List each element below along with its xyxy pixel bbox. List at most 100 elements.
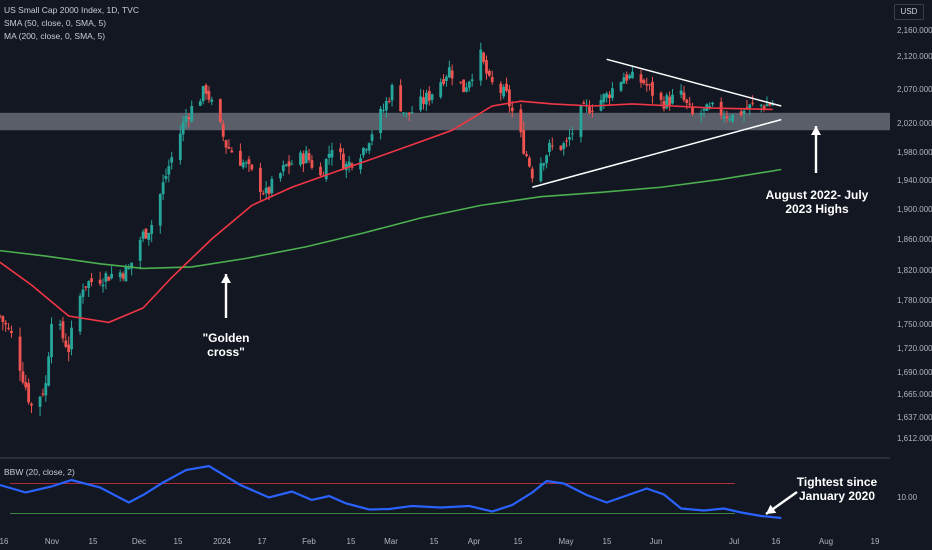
candle: [84, 286, 88, 291]
candle-body: [301, 153, 305, 164]
candle: [387, 97, 391, 104]
candle: [427, 86, 431, 106]
candle-body: [21, 371, 25, 383]
candle: [204, 83, 208, 100]
candle: [487, 69, 491, 77]
candle-body: [424, 92, 428, 105]
candle-body: [390, 84, 394, 101]
candle-body: [507, 89, 511, 107]
candle-body: [639, 74, 643, 83]
candle-body: [419, 96, 423, 111]
candle: [611, 82, 614, 101]
candle: [722, 110, 726, 123]
candle-body: [98, 279, 102, 284]
candle-body: [708, 106, 712, 108]
candle: [250, 163, 254, 172]
candle: [241, 159, 245, 170]
candle-body: [759, 104, 763, 106]
candle-body: [290, 163, 294, 165]
candle-body: [201, 86, 205, 102]
x-axis-tick-label: Feb: [302, 537, 316, 546]
candle: [27, 378, 31, 405]
candle-body: [679, 90, 683, 95]
x-axis-tick-label: 15: [603, 537, 612, 546]
candle: [384, 97, 388, 118]
candle-body: [688, 103, 692, 105]
candle: [198, 98, 202, 107]
candle: [47, 352, 51, 387]
candle-body: [490, 76, 494, 83]
sma50-legend[interactable]: SMA (50, close, 0, SMA, 5): [4, 18, 107, 28]
candle: [10, 325, 13, 338]
candle: [605, 91, 609, 103]
candle-body: [304, 150, 308, 164]
candle: [742, 108, 746, 122]
candle-body: [87, 281, 91, 289]
candle: [530, 166, 534, 183]
candle-body: [161, 182, 165, 195]
candle: [244, 160, 248, 168]
candle: [167, 159, 171, 183]
candle: [347, 155, 351, 173]
candle-body: [210, 99, 214, 102]
candle-body: [651, 81, 654, 96]
candle: [548, 139, 551, 157]
candle-body: [467, 81, 471, 88]
candle-body: [198, 101, 202, 106]
candle: [67, 336, 71, 362]
currency-button[interactable]: USD: [894, 4, 924, 20]
x-axis-tick-label: 15: [347, 537, 356, 546]
candle-body: [479, 49, 483, 81]
ma200-legend[interactable]: MA (200, close, 0, SMA, 5): [4, 31, 106, 41]
candle-body: [728, 119, 732, 121]
candle-body: [130, 262, 134, 269]
candle-body: [702, 108, 706, 111]
candle: [161, 174, 165, 200]
candle: [602, 93, 606, 109]
candle-body: [399, 85, 403, 112]
candle: [639, 69, 643, 88]
candle: [210, 96, 214, 106]
candle-body: [459, 81, 463, 83]
candle-body: [319, 166, 322, 176]
candle-body: [665, 95, 669, 109]
y-axis-tick-label: 2,160.0000: [897, 26, 932, 35]
candle-body: [190, 106, 194, 122]
candle-body: [324, 158, 328, 180]
candle: [685, 98, 689, 110]
candle-body: [147, 232, 151, 240]
candle-body: [0, 315, 2, 317]
candle: [399, 79, 403, 112]
bbw-tick-label: 10.00: [897, 493, 918, 502]
bbw-legend[interactable]: BBW (20, close, 2): [4, 467, 75, 477]
candle: [238, 143, 242, 166]
candle-body: [410, 112, 414, 114]
candle: [261, 190, 265, 196]
candle-body: [38, 396, 42, 407]
candle: [499, 81, 503, 101]
y-axis-tick-label: 1,780.0000: [897, 296, 932, 305]
candle-body: [78, 296, 82, 332]
candle-body: [10, 330, 13, 333]
candle: [201, 85, 205, 105]
tightest-arrow: [765, 491, 798, 515]
candle-body: [124, 265, 128, 282]
candle: [130, 262, 134, 276]
candle: [485, 55, 488, 80]
candle-body: [270, 178, 274, 194]
candle: [78, 293, 82, 335]
candle-body: [107, 276, 111, 281]
candle-body: [525, 154, 528, 156]
candle-body: [41, 393, 45, 395]
candle-body: [522, 130, 526, 154]
y-axis-tick-label: 1,720.0000: [897, 344, 932, 353]
candle: [367, 142, 371, 155]
candle-body: [611, 88, 614, 98]
candle: [147, 232, 151, 246]
golden-cross-arrow: [221, 274, 231, 318]
candle-body: [158, 194, 162, 226]
candle-body: [450, 70, 454, 79]
candle-body: [588, 106, 591, 114]
y-axis-tick-label: 2,020.0000: [897, 119, 932, 128]
candle-body: [141, 231, 145, 239]
